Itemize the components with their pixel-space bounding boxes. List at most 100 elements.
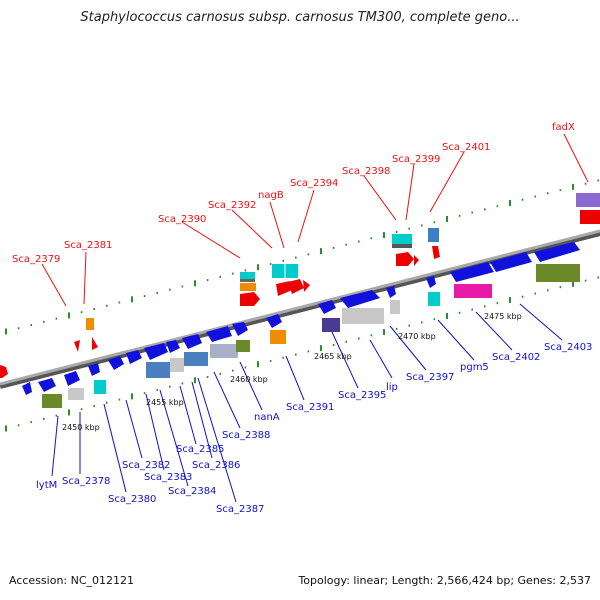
gene-arrow[interactable] [166,340,180,353]
tick-row-upper [5,179,600,335]
gene-arrow[interactable] [490,252,532,272]
scale-label: 2455 kbp [146,398,184,407]
scale-label: 2475 kbp [484,312,522,321]
gene-block[interactable] [146,362,170,378]
forward-gene-labels: Sca_2379 Sca_2381 Sca_2390 Sca_2392 nagB… [12,122,575,265]
gene-block[interactable] [42,394,62,408]
gene-arrow[interactable] [240,292,260,306]
gene-label[interactable]: lip [386,382,398,393]
gene-arrow[interactable] [318,300,336,314]
gene-block[interactable] [428,292,440,306]
gene-arrow[interactable] [276,281,292,296]
gene-arrow[interactable] [414,255,419,266]
label-leaders [41,133,589,503]
gene-block[interactable] [236,340,250,352]
gene-label[interactable]: Sca_2385 [176,444,224,455]
gene-label[interactable]: Sca_2378 [62,476,110,487]
gene-arrow[interactable] [340,290,380,308]
gene-label[interactable]: lytM [36,480,57,491]
gene-arrow[interactable] [303,280,310,292]
accession-text: Accession: NC_012121 [9,574,135,587]
gene-arrow[interactable] [38,378,56,392]
genome-summary-text: Topology: linear; Length: 2,566,424 bp; … [298,574,591,587]
gene-label[interactable]: nanA [254,412,280,423]
reverse-genes [0,242,580,408]
scale-label: 2450 kbp [62,423,100,432]
gene-arrow[interactable] [426,276,436,288]
gene-arrow[interactable] [396,252,414,266]
gene-label[interactable]: nagB [258,190,284,201]
gene-label[interactable]: Sca_2392 [208,200,256,211]
gene-label[interactable]: Sca_2379 [12,254,60,265]
gene-block[interactable] [184,352,208,366]
gene-block[interactable] [428,228,439,242]
reverse-gene-labels: lytM Sca_2378 Sca_2380 Sca_2382 Sca_2383… [36,342,592,515]
scale-label: 2465 kbp [314,352,352,361]
gene-block[interactable] [240,272,255,281]
scale-labels: 2450 kbp 2455 kbp 2460 kbp 2465 kbp 2470… [62,312,522,432]
gene-arrow[interactable] [126,350,142,364]
gene-arrow[interactable] [386,286,396,298]
gene-arrow[interactable] [0,365,8,378]
gene-block[interactable] [94,380,106,394]
scale-label: 2470 kbp [398,332,436,341]
gene-block[interactable] [342,308,384,324]
gene-arrow[interactable] [64,371,80,386]
gene-block[interactable] [536,264,580,282]
gene-arrow[interactable] [88,363,100,376]
gene-label[interactable]: Sca_2402 [492,352,540,363]
gene-label[interactable]: Sca_2388 [222,430,270,441]
gene-label[interactable]: Sca_2391 [286,402,334,413]
gene-arrow[interactable] [144,343,168,360]
forward-genes [74,193,600,352]
gene-block[interactable] [170,358,184,372]
gene-arrow[interactable] [450,262,494,282]
gene-arrow[interactable] [206,326,232,342]
gene-arrow[interactable] [432,246,440,259]
gene-label[interactable]: Sca_2386 [192,460,240,471]
gene-label[interactable]: Sca_2397 [406,372,454,383]
gene-arrow[interactable] [92,337,98,350]
gene-label[interactable]: Sca_2380 [108,494,156,505]
gene-label[interactable]: pgm5 [460,362,489,373]
gene-label[interactable]: Sca_2401 [442,142,490,153]
gene-arrow[interactable] [74,340,80,352]
gene-block[interactable] [68,388,84,400]
genome-axis [0,229,600,386]
gene-label[interactable]: Sca_2394 [290,178,338,189]
gene-label[interactable]: Sca_2383 [144,472,192,483]
gene-label[interactable]: Sca_2384 [168,486,216,497]
scale-label: 2460 kbp [230,375,268,384]
gene-arrow[interactable] [108,356,124,370]
gene-block[interactable] [270,330,286,344]
gene-block[interactable] [576,193,600,207]
gene-label[interactable]: Sca_2387 [216,504,264,515]
gene-label[interactable]: Sca_2395 [338,390,386,401]
gene-label[interactable]: Sca_2381 [64,240,112,251]
gene-block[interactable] [86,318,94,330]
gene-arrow[interactable] [22,382,32,395]
gene-arrow[interactable] [534,242,580,262]
gene-block[interactable] [240,279,255,282]
gene-label[interactable]: Sca_2403 [544,342,592,353]
map-title: Staphylococcus carnosus subsp. carnosus … [80,10,520,25]
gene-arrow[interactable] [288,279,304,294]
gene-block[interactable] [580,210,600,224]
gene-block[interactable] [210,344,238,358]
gene-label[interactable]: Sca_2398 [342,166,390,177]
gene-arrow[interactable] [182,334,202,349]
gene-block[interactable] [322,318,340,332]
gene-block[interactable] [240,283,256,291]
gene-arrow[interactable] [266,314,282,328]
gene-label[interactable]: Sca_2382 [122,460,170,471]
gene-arrow[interactable] [232,322,248,336]
gene-label[interactable]: Sca_2390 [158,214,206,225]
gene-block[interactable] [392,244,412,248]
gene-label[interactable]: Sca_2399 [392,154,440,165]
gene-block[interactable] [392,234,412,246]
gene-block[interactable] [454,284,492,298]
genome-axis-shadow [0,230,600,389]
gene-block[interactable] [390,300,400,314]
gene-label[interactable]: fadX [552,122,575,133]
